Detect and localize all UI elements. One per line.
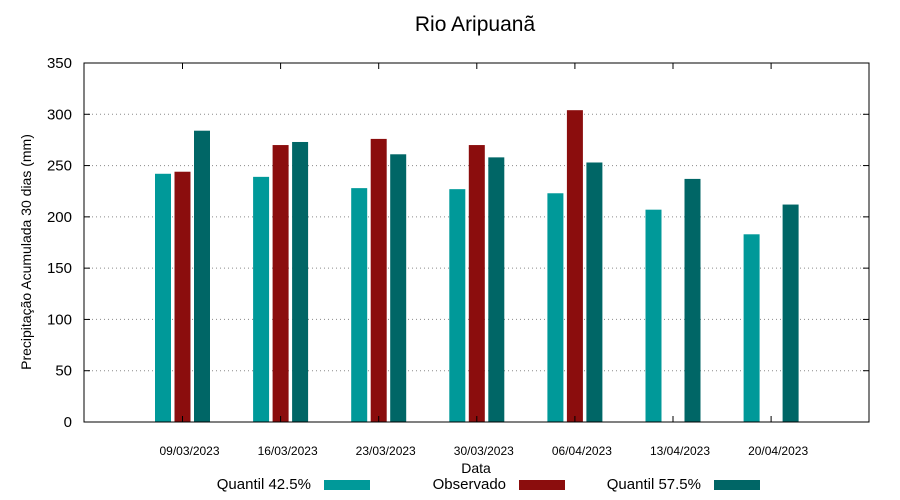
bars bbox=[155, 110, 799, 423]
bar-quantil-42-5--3 bbox=[351, 188, 368, 422]
bar-quantil-42-5--7 bbox=[743, 234, 760, 422]
legend-label: Quantil 57.5% bbox=[607, 476, 701, 493]
x-axis-label: Data bbox=[461, 460, 491, 476]
x-axis: 09/03/2023 16/03/2023 23/03/2023 30/03/2023… bbox=[159, 63, 808, 458]
legend-label: Observado bbox=[433, 476, 506, 493]
y-tick-label: 300 bbox=[47, 106, 72, 123]
y-tick-label: 200 bbox=[47, 209, 72, 226]
y-axis-label: Precipitação Acumulada 30 dias (mm) bbox=[18, 134, 34, 370]
y-tick-label: 350 bbox=[47, 55, 72, 72]
legend-label: Quantil 42.5% bbox=[217, 476, 311, 493]
bar-observado-3 bbox=[370, 138, 387, 422]
y-tick-label: 100 bbox=[47, 311, 72, 328]
x-tick-label: 09/03/2023 bbox=[159, 444, 219, 458]
bar-quantil-57-5--5 bbox=[586, 162, 603, 422]
bar-quantil-42-5--4 bbox=[449, 189, 466, 422]
chart-title: Rio Aripuanã bbox=[415, 13, 536, 36]
bar-observado-2 bbox=[272, 145, 289, 423]
x-tick-label: 16/03/2023 bbox=[258, 444, 318, 458]
y-tick-label: 150 bbox=[47, 260, 72, 277]
bar-quantil-57-5--6 bbox=[684, 178, 701, 422]
bar-quantil-57-5--1 bbox=[194, 130, 210, 422]
x-tick-label: 23/03/2023 bbox=[356, 444, 416, 458]
bar-quantil-42-5--2 bbox=[253, 176, 270, 422]
bar-quantil-57-5--4 bbox=[488, 157, 505, 422]
x-tick-label: 30/03/2023 bbox=[454, 444, 514, 458]
x-tick-label: 13/04/2023 bbox=[650, 444, 710, 458]
bar-quantil-57-5--3 bbox=[390, 154, 407, 422]
y-tick-label: 250 bbox=[47, 158, 72, 175]
y-tick-label: 0 bbox=[64, 414, 72, 431]
y-tick-label: 50 bbox=[55, 363, 72, 380]
x-tick-label: 20/04/2023 bbox=[748, 444, 808, 458]
legend-swatch bbox=[324, 480, 370, 490]
legend-swatch bbox=[714, 480, 760, 490]
bar-quantil-42-5--6 bbox=[645, 209, 662, 422]
legend-swatch bbox=[519, 480, 565, 490]
bar-quantil-57-5--2 bbox=[292, 141, 309, 423]
bar-observado-5 bbox=[566, 110, 583, 422]
bar-observado-4 bbox=[468, 145, 485, 423]
bar-quantil-42-5--5 bbox=[547, 193, 564, 422]
y-axis: 0 50 100 150 200 250 300 350 bbox=[47, 55, 869, 431]
legend: Quantil 42.5% Observado Quantil 57.5% bbox=[217, 476, 760, 493]
bar-quantil-42-5--1 bbox=[155, 173, 171, 422]
bar-quantil-57-5--7 bbox=[782, 204, 799, 422]
bar-observado-1 bbox=[174, 171, 191, 422]
x-tick-label: 06/04/2023 bbox=[552, 444, 612, 458]
